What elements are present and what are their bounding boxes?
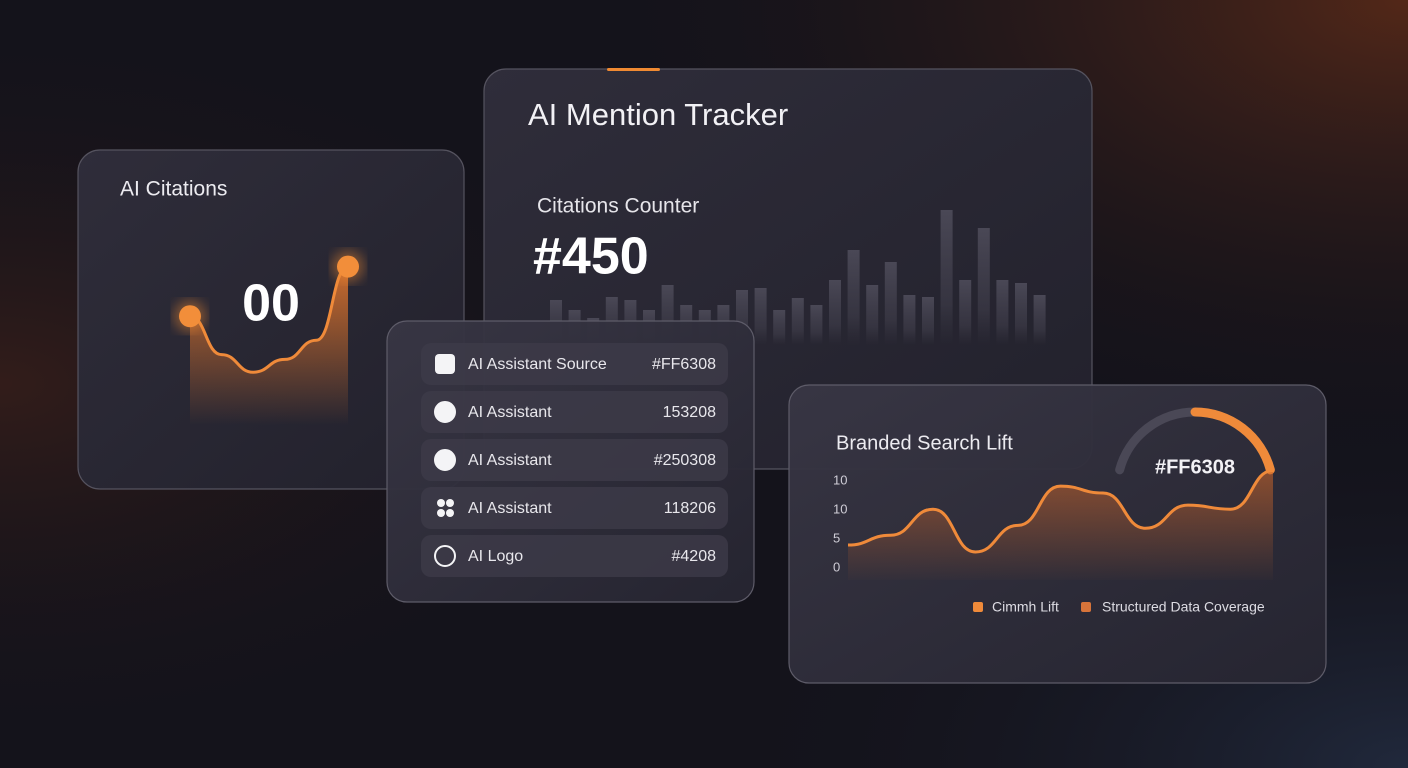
row (421, 487, 728, 529)
row (421, 343, 728, 385)
citations-card: AI Citations 00 (77, 149, 465, 490)
card-title: AI Citations (120, 178, 227, 201)
search-lift-card: Branded Search Lift #FF6308 10 10 5 0 Cimmh L… (788, 384, 1327, 684)
tracker-title: AI Mention Tracker (528, 97, 788, 132)
bar (773, 310, 786, 345)
bar (866, 285, 879, 345)
row-label: AI Assistant (468, 500, 552, 517)
icon (435, 354, 455, 374)
counter-label: Citations Counter (537, 195, 699, 218)
sources-card: AI Assistant Source #FF6308 AI Assistant 15… (386, 320, 755, 603)
card-title: Branded Search Lift (836, 432, 1013, 454)
legend-label: Structured Data Coverage (1102, 599, 1265, 615)
bar (977, 228, 990, 345)
row-label: AI Assistant (468, 404, 552, 421)
y-tick-label: 0 (833, 559, 840, 574)
row-value: 153208 (663, 404, 716, 421)
bar (754, 288, 767, 345)
row-value: #4208 (672, 548, 717, 565)
legend-label: Cimmh Lift (992, 599, 1059, 615)
icon (446, 509, 454, 517)
row-label: AI Assistant (468, 452, 552, 469)
line (847, 469, 1274, 554)
row (421, 535, 728, 577)
row-label: AI Assistant Source (468, 356, 607, 373)
area (848, 470, 1273, 580)
y-tick-label: 10 (833, 501, 847, 516)
big-value: 00 (242, 275, 300, 333)
card (77, 149, 465, 490)
bar (791, 298, 804, 345)
bar (810, 305, 823, 345)
dot (337, 255, 359, 278)
accent (607, 68, 660, 71)
icon (434, 449, 456, 471)
icon (434, 545, 456, 567)
icon (437, 509, 445, 517)
row-value: #FF6308 (652, 356, 716, 373)
bar (847, 250, 860, 345)
bar (829, 280, 841, 345)
bar (940, 210, 953, 345)
icon (446, 499, 454, 507)
bar (884, 262, 897, 345)
legend-swatch (1081, 602, 1091, 612)
bar (903, 295, 916, 345)
bar (1015, 283, 1027, 345)
y-tick-label: 10 (833, 472, 847, 487)
bar (922, 297, 934, 345)
icon (434, 401, 456, 423)
row-value: #250308 (654, 452, 716, 469)
bar (959, 280, 972, 345)
row-label: AI Logo (468, 548, 523, 565)
row-value: 118206 (664, 500, 716, 517)
bar (996, 280, 1009, 345)
bar (1033, 295, 1046, 345)
counter-value: #450 (533, 228, 649, 286)
gauge-value (1190, 407, 1275, 475)
y-tick-label: 5 (833, 530, 840, 545)
row (421, 391, 728, 433)
legend-swatch (973, 602, 983, 612)
icon (437, 499, 445, 507)
gauge-label: #FF6308 (1155, 456, 1235, 478)
dot (179, 305, 201, 328)
curve-line (189, 265, 349, 374)
curve-area (190, 266, 348, 425)
row (421, 439, 728, 481)
